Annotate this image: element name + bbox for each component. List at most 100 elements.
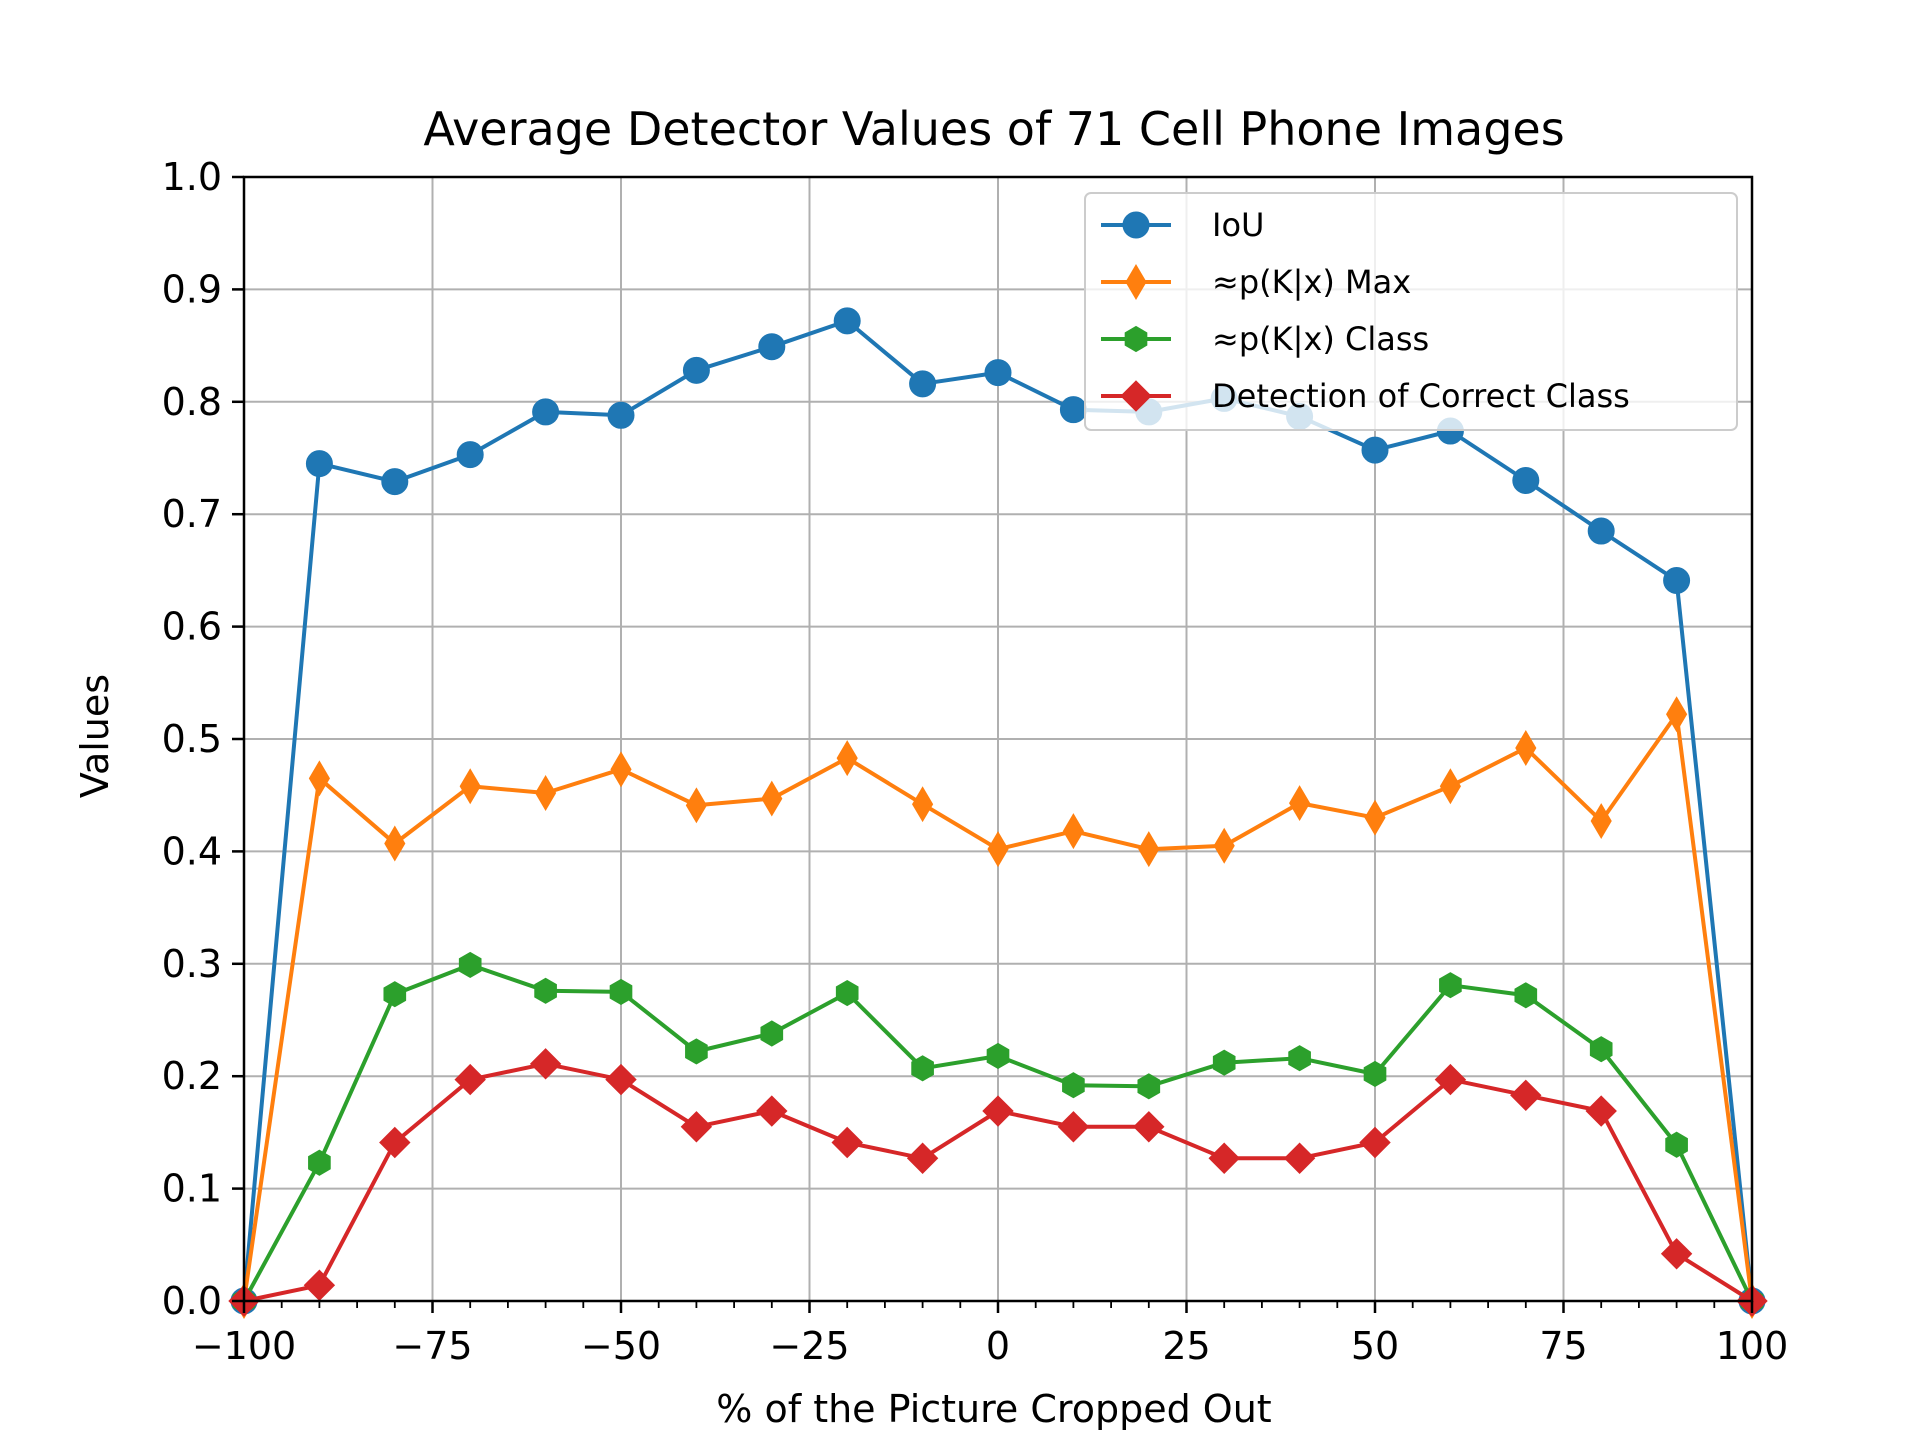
data-point (1585, 1095, 1617, 1127)
data-point (379, 1126, 411, 1159)
x-tick-label: −100 (192, 1324, 296, 1368)
data-point (1665, 1131, 1688, 1158)
data-point (1059, 396, 1087, 424)
data-point (305, 450, 333, 478)
data-point (1213, 827, 1235, 864)
legend-item: ≈p(K|x) Class (1101, 320, 1429, 358)
data-point (1122, 211, 1150, 239)
data-point (831, 1126, 863, 1159)
data-point (1124, 325, 1148, 353)
x-tick-label: 100 (1716, 1324, 1789, 1368)
x-tick-label: 25 (1162, 1324, 1210, 1368)
legend-label: IoU (1212, 206, 1264, 244)
data-point (1208, 1142, 1240, 1174)
data-point (1283, 1142, 1316, 1174)
y-tick-label: 0.5 (162, 717, 222, 761)
data-point (1515, 730, 1537, 766)
data-point (308, 760, 330, 797)
data-point (987, 831, 1009, 868)
y-tick-label: 0.2 (162, 1054, 222, 1098)
data-point (986, 1042, 1010, 1070)
data-point (1125, 264, 1147, 300)
data-point (758, 333, 786, 361)
legend: IoU ≈p(K|x) Max ≈p(K|x) Class Detection of … (1084, 192, 1738, 431)
data-point (1363, 1060, 1387, 1088)
x-tick-label: 50 (1351, 1324, 1399, 1368)
series-detection-of-correct-class (228, 1048, 1768, 1317)
data-point (1212, 1049, 1236, 1076)
y-tick-label: 0.1 (162, 1167, 222, 1211)
y-axis-title: Values (73, 674, 117, 798)
data-point (381, 468, 409, 496)
data-point (836, 740, 858, 777)
data-point (456, 441, 484, 469)
data-point (911, 1055, 934, 1082)
data-point (685, 787, 707, 824)
x-tick-label: −75 (392, 1324, 472, 1368)
legend-label: Detection of Correct Class (1212, 377, 1630, 415)
data-point (912, 786, 934, 823)
data-point (610, 751, 632, 788)
data-point (685, 1038, 708, 1065)
data-point (454, 1063, 486, 1096)
legend-label: ≈p(K|x) Max (1212, 263, 1411, 301)
legend-item: Detection of Correct Class (1101, 377, 1630, 415)
data-point (1434, 1063, 1467, 1096)
data-point (833, 307, 861, 335)
data-point (609, 978, 633, 1005)
data-point (680, 1111, 713, 1143)
data-point (607, 401, 635, 429)
data-point (459, 768, 481, 805)
data-point (984, 359, 1012, 387)
legend-item: IoU (1101, 206, 1264, 244)
data-point (760, 1020, 784, 1047)
x-tick-label: −25 (769, 1324, 849, 1368)
data-point (1663, 567, 1691, 595)
data-point (1133, 1111, 1165, 1143)
y-tick-label: 0.8 (162, 380, 222, 424)
data-point (1289, 785, 1311, 822)
y-tick-label: 0.7 (162, 492, 222, 536)
data-point (1138, 831, 1160, 868)
data-point (906, 1142, 939, 1174)
data-point (909, 370, 937, 398)
axis-ticks: −100 −75 −50 −25 0 25 50 75 100 0.0 0.1 0.2 0.3 0.4 0.… (162, 155, 1789, 1368)
data-point (1057, 1111, 1090, 1143)
data-point (1062, 813, 1084, 850)
data-point (1361, 436, 1389, 464)
data-point (1514, 982, 1538, 1009)
y-tick-label: 0.0 (162, 1279, 222, 1323)
data-point (1062, 1072, 1085, 1099)
x-axis-title: % of the Picture Cropped Out (716, 1387, 1271, 1431)
data-point (458, 951, 482, 979)
data-point (1137, 1073, 1161, 1100)
series-group (228, 307, 1768, 1319)
y-tick-label: 0.4 (162, 829, 222, 873)
y-tick-label: 0.3 (162, 942, 222, 986)
data-point (1589, 1036, 1613, 1063)
data-point (1288, 1045, 1311, 1072)
data-point (1439, 972, 1462, 999)
y-tick-label: 0.9 (162, 267, 222, 311)
data-point (534, 977, 557, 1004)
x-tick-label: 0 (986, 1324, 1010, 1368)
data-point (1120, 380, 1152, 412)
legend-item: ≈p(K|x) Max (1101, 263, 1411, 301)
data-point (1587, 517, 1615, 545)
data-point (1439, 768, 1461, 805)
y-tick-label: 0.6 (162, 605, 222, 649)
data-point (384, 825, 406, 862)
data-point (1364, 799, 1386, 836)
chart-title: Average Detector Values of 71 Cell Phone… (423, 102, 1564, 156)
data-point (1510, 1079, 1542, 1112)
data-point (308, 1149, 331, 1176)
data-point (1512, 466, 1540, 494)
data-point (1590, 803, 1612, 840)
legend-box (1084, 192, 1738, 431)
data-point (982, 1095, 1014, 1127)
data-point (835, 979, 859, 1007)
data-point (1660, 1238, 1693, 1270)
data-point (383, 981, 407, 1008)
data-point (535, 774, 557, 811)
